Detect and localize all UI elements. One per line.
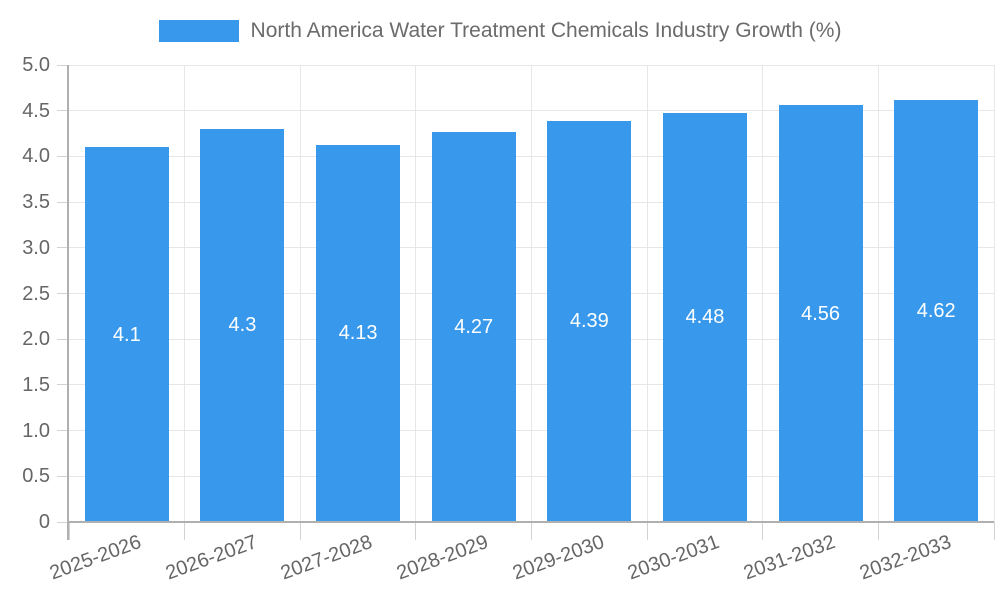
x-tick xyxy=(68,522,70,540)
x-tick xyxy=(993,522,995,540)
y-tick xyxy=(57,110,68,112)
x-tick xyxy=(762,522,764,540)
x-tick-label: 2031-2032 xyxy=(740,531,839,585)
y-tick-label: 4.5 xyxy=(22,99,50,122)
x-gridline xyxy=(762,65,764,522)
bar[interactable] xyxy=(778,105,863,521)
bar[interactable] xyxy=(894,99,979,521)
y-tick-label: 4.0 xyxy=(22,145,50,168)
y-tick-label: 0.5 xyxy=(22,465,50,488)
x-tick xyxy=(646,522,648,540)
y-tick xyxy=(57,475,68,477)
x-tick xyxy=(531,522,532,540)
y-tick xyxy=(57,338,68,340)
bar-value-label: 4.39 xyxy=(569,310,609,333)
x-tick xyxy=(299,522,301,540)
y-tick xyxy=(57,64,68,66)
y-tick xyxy=(57,384,68,386)
bar-value-label: 4.56 xyxy=(801,302,841,325)
bar[interactable] xyxy=(316,144,401,521)
x-axis xyxy=(67,521,994,523)
x-tick-label: 2027-2028 xyxy=(278,531,376,585)
x-tick-label: 2029-2030 xyxy=(509,531,607,585)
x-gridline xyxy=(646,65,648,522)
x-gridline xyxy=(415,65,417,522)
bar[interactable] xyxy=(431,131,516,521)
y-tick-label: 1.5 xyxy=(22,373,50,396)
bar-value-label: 4.27 xyxy=(454,315,494,338)
bar-value-label: 4.3 xyxy=(228,314,257,337)
bar-value-label: 4.48 xyxy=(685,306,725,329)
bar[interactable] xyxy=(547,120,632,521)
y-tick xyxy=(57,293,68,294)
bar-value-label: 4.13 xyxy=(338,322,378,345)
y-tick-label: 0 xyxy=(38,511,50,533)
y-tick xyxy=(57,201,68,203)
x-tick-label: 2030-2031 xyxy=(625,531,723,585)
x-tick-label: 2028-2029 xyxy=(393,531,492,585)
x-tick-label: 2025-2026 xyxy=(46,531,145,585)
x-gridline xyxy=(184,65,186,522)
y-tick xyxy=(57,521,68,523)
y-tick-label: 5.0 xyxy=(22,54,50,76)
y-tick-label: 2.0 xyxy=(22,328,50,351)
x-tick xyxy=(184,522,186,540)
bar[interactable] xyxy=(662,112,747,521)
x-tick xyxy=(415,522,417,540)
x-gridline xyxy=(531,65,532,522)
chart-title: North America Water Treatment Chemicals … xyxy=(250,19,842,42)
y-tick-label: 3.5 xyxy=(22,191,50,214)
legend-swatch xyxy=(158,20,239,42)
bar-value-label: 4.1 xyxy=(112,323,141,346)
y-tick-label: 3.0 xyxy=(22,236,50,259)
x-tick xyxy=(877,522,879,540)
y-tick-label: 2.5 xyxy=(22,282,50,305)
bar-value-label: 4.62 xyxy=(916,299,956,322)
y-tick xyxy=(57,155,68,157)
x-gridline xyxy=(993,65,995,522)
bar[interactable] xyxy=(84,147,169,521)
bar[interactable] xyxy=(200,128,285,521)
x-tick-label: 2026-2027 xyxy=(162,531,260,585)
x-tick-label: 2032-2033 xyxy=(856,531,954,585)
y-axis xyxy=(67,65,69,540)
x-gridline xyxy=(877,65,879,522)
y-tick-label: 1.0 xyxy=(22,419,50,442)
y-tick xyxy=(57,430,68,432)
y-tick xyxy=(57,247,68,249)
x-gridline xyxy=(299,65,301,522)
legend-item[interactable]: North America Water Treatment Chemicals … xyxy=(0,19,1000,43)
